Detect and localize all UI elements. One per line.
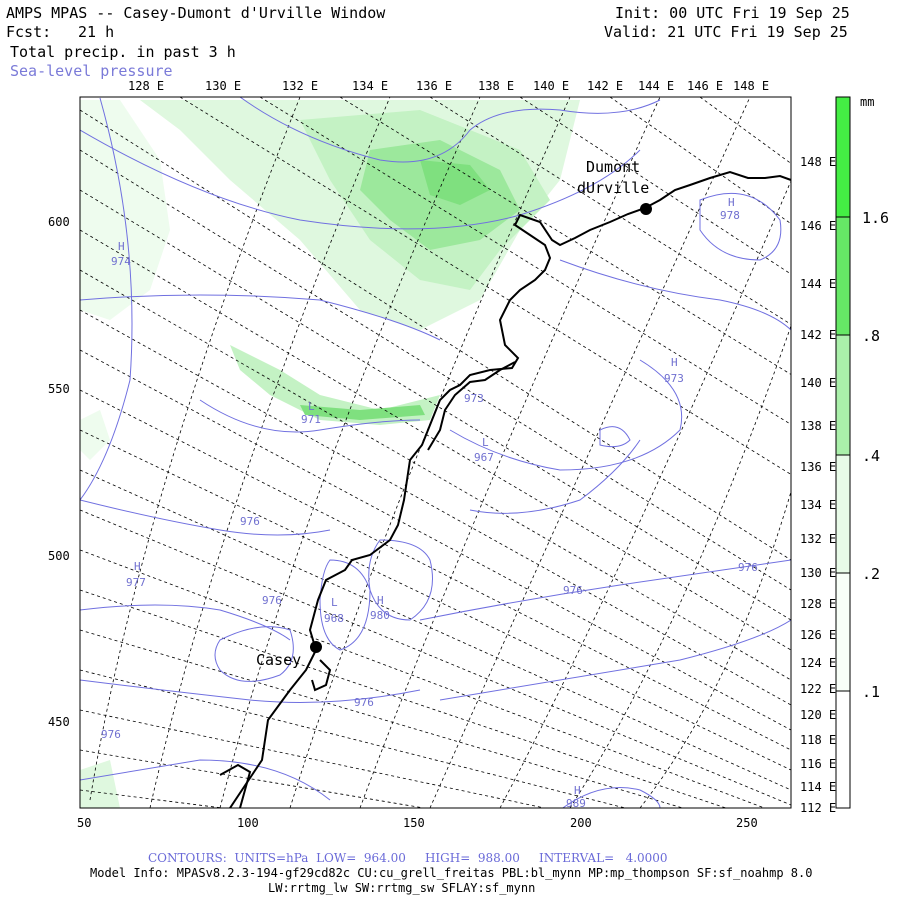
lon-label-right: 118 E [800,733,836,747]
pressure-type: L [482,436,489,449]
lon-label-right: 122 E [800,682,836,696]
lon-label-top: 136 E [416,79,452,93]
lon-label-top: 138 E [478,79,514,93]
station-label-dumont-line2: dUrville [577,179,649,197]
colorbar-label: 1.6 [862,209,889,227]
pressure-value: 978 [720,209,740,222]
x-tick-label: 250 [736,816,758,830]
pressure-type: L [331,596,338,609]
valid-time: Valid: 21 UTC Fri 19 Sep 25 [604,23,848,41]
precip-colorbar: mm 1.6 .8 .4 .2 .1 [835,95,889,809]
pressure-value: 971 [301,413,321,426]
lon-label-right: 142 E [800,328,836,342]
colorbar-label: .1 [862,683,880,701]
pressure-type: H [574,784,581,797]
pressure-value: 976 [738,561,758,574]
lon-label-right: 124 E [800,656,836,670]
pressure-value: 977 [126,576,146,589]
x-tick-label: 100 [237,816,259,830]
pressure-value: 989 [566,797,586,810]
lon-label-right: 136 E [800,460,836,474]
station-marker-casey [310,641,322,653]
colorbar-label: .4 [862,447,880,465]
x-tick-label: 50 [77,816,91,830]
station-label-casey: Casey [256,651,301,669]
pressure-type: H [728,196,735,209]
lon-label-right: 138 E [800,419,836,433]
lon-label-top: 140 E [533,79,569,93]
pressure-value: 973 [664,372,684,385]
pressure-type: H [134,560,141,573]
lon-label-right: 112 E [800,801,836,815]
lon-label-top: 144 E [638,79,674,93]
pressure-type: H [118,240,125,253]
plot-area [80,97,791,808]
pressure-type: L [308,400,315,413]
lon-label-top: 148 E [733,79,769,93]
plot-frame [79,96,792,809]
pressure-value: 976 [262,594,282,607]
colorbar-label: .8 [862,327,880,345]
lon-label-right: 134 E [800,498,836,512]
pressure-value: 968 [324,612,344,625]
y-tick-label: 550 [48,382,70,396]
pressure-type: H [671,356,678,369]
pressure-contours [80,97,791,808]
lon-label-top: 132 E [282,79,318,93]
y-tick-label: 450 [48,715,70,729]
latlon-grid [80,97,791,808]
forecast-hour: 21 h [78,23,115,41]
model-info-line2: LW:rrtmg_lw SW:rrtmg_sw SFLAY:sf_mynn [268,881,536,895]
lon-label-right: 146 E [800,219,836,233]
pressure-value: 980 [370,609,390,622]
pressure-value: 976 [101,728,121,741]
lon-label-right: 128 E [800,597,836,611]
model-info: Model Info: MPASv8.2.3-194-gf29cd82c CU:… [90,866,813,880]
contour-info: CONTOURS: UNITS=hPa LOW= 964.00 HIGH= 98… [148,851,668,865]
station-label-dumont: Dumont [586,158,640,176]
pressure-value: 976 [563,584,583,597]
lon-label-top: 142 E [587,79,623,93]
forecast-label: Fcst: [6,23,52,41]
lon-label-right: 140 E [800,376,836,390]
lon-label-top: 130 E [205,79,241,93]
pressure-value: 973 [464,392,484,405]
pressure-type: H [377,594,384,607]
contour-field-name: Sea-level pressure [10,62,173,80]
x-tick-label: 150 [403,816,425,830]
lon-label-top: 134 E [352,79,388,93]
y-tick-label: 500 [48,549,70,563]
pressure-center-labels: H 974 H 978 H 973 973 L 971 L 967 976 H … [101,196,758,810]
lon-label-right: 120 E [800,708,836,722]
right-lon-labels: 112 E 114 E 116 E 118 E 120 E 122 E 124 … [800,155,836,815]
lon-label-right: 130 E [800,566,836,580]
pressure-value: 976 [354,696,374,709]
colorbar-unit: mm [860,95,874,109]
lon-label-right: 144 E [800,277,836,291]
lon-label-right: 116 E [800,757,836,771]
pressure-value: 974 [111,255,131,268]
pressure-value: 967 [474,451,494,464]
station-marker-dumont [640,203,652,215]
lon-label-top: 128 E [128,79,164,93]
lon-label-top: 146 E [687,79,723,93]
colorbar-label: .2 [862,565,880,583]
pressure-value: 976 [240,515,260,528]
x-axis: 50 100 150 200 250 [77,816,758,830]
map-title: AMPS MPAS -- Casey-Dumont d'Urville Wind… [6,4,386,22]
lon-label-right: 114 E [800,780,836,794]
lon-label-right: 148 E [800,155,836,169]
init-time: Init: 00 UTC Fri 19 Sep 25 [615,4,850,22]
lon-label-right: 132 E [800,532,836,546]
field-name: Total precip. in past 3 h [10,43,236,61]
y-axis: 450 500 550 600 [48,215,70,729]
top-lon-labels: 128 E 130 E 132 E 134 E 136 E 138 E 140 … [128,79,769,93]
x-tick-label: 200 [570,816,592,830]
y-tick-label: 600 [48,215,70,229]
lon-label-right: 126 E [800,628,836,642]
